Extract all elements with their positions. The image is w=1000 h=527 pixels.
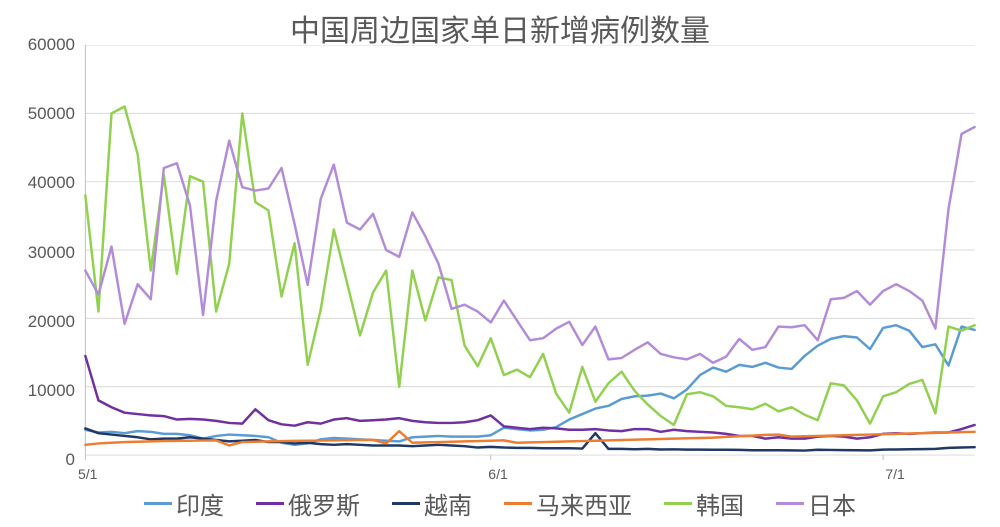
legend-item-日本: 日本 xyxy=(776,486,856,521)
legend-item-印度: 印度 xyxy=(144,486,224,521)
x-tick-label: 7/1 xyxy=(885,466,904,482)
legend-label: 马来西亚 xyxy=(536,486,632,521)
legend-label: 韩国 xyxy=(696,486,744,521)
legend-item-韩国: 韩国 xyxy=(664,486,744,521)
y-tick-label: 50000 xyxy=(5,104,75,124)
legend: 印度 俄罗斯 越南 马来西亚 韩国 日本 xyxy=(0,486,1000,521)
y-tick-label: 30000 xyxy=(5,243,75,263)
x-tick-label: 6/1 xyxy=(488,466,507,482)
legend-swatch xyxy=(256,502,284,505)
y-tick-label: 0 xyxy=(5,450,75,470)
chart-title: 中国周边国家单日新增病例数量 xyxy=(0,6,1000,50)
plot-area xyxy=(80,45,980,460)
legend-item-越南: 越南 xyxy=(392,486,472,521)
legend-swatch xyxy=(504,502,532,505)
legend-swatch xyxy=(144,502,172,505)
chart-container: 中国周边国家单日新增病例数量 0 10000 20000 30000 40000 5000… xyxy=(0,0,1000,527)
legend-item-俄罗斯: 俄罗斯 xyxy=(256,486,360,521)
legend-label: 越南 xyxy=(424,486,472,521)
legend-label: 日本 xyxy=(808,486,856,521)
series-俄罗斯 xyxy=(85,356,974,439)
series-马来西亚 xyxy=(85,431,974,445)
legend-label: 印度 xyxy=(176,486,224,521)
y-tick-label: 40000 xyxy=(5,173,75,193)
legend-label: 俄罗斯 xyxy=(288,486,360,521)
y-tick-label: 60000 xyxy=(5,35,75,55)
y-tick-label: 10000 xyxy=(5,381,75,401)
x-tick-label: 5/1 xyxy=(78,466,97,482)
legend-swatch xyxy=(664,502,692,505)
series-越南 xyxy=(85,428,974,450)
legend-swatch xyxy=(392,502,420,505)
legend-swatch xyxy=(776,502,804,505)
series-日本 xyxy=(85,127,974,363)
series-韩国 xyxy=(85,107,974,425)
y-tick-label: 20000 xyxy=(5,312,75,332)
legend-item-马来西亚: 马来西亚 xyxy=(504,486,632,521)
